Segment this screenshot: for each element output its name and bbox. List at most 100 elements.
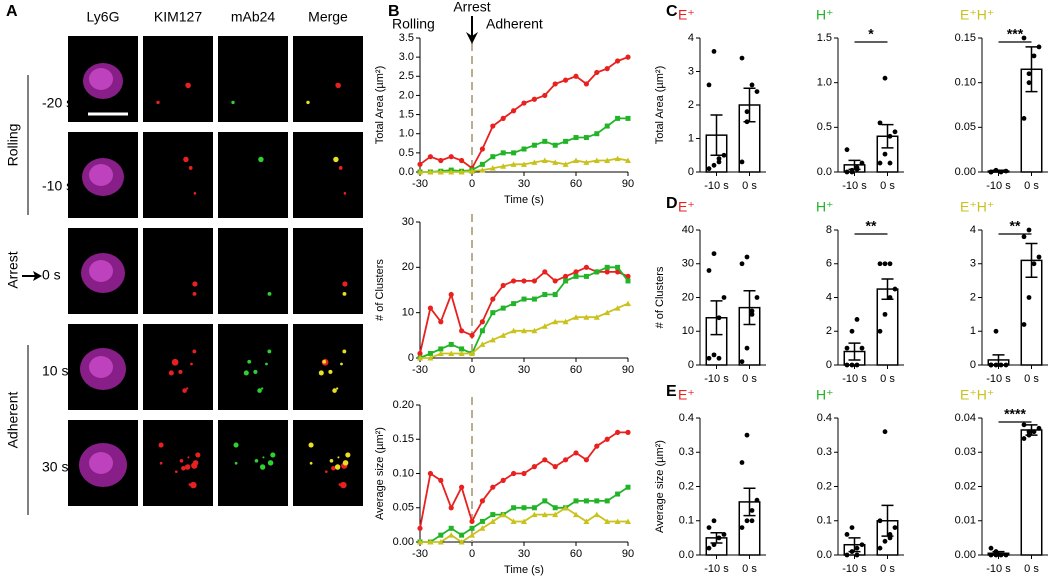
data-point [993,328,999,334]
point [500,332,507,338]
x-tick-label: -30 [412,548,428,560]
point [552,464,558,470]
data-point [1021,234,1027,240]
point [593,157,600,164]
panel-title: H⁺ [816,7,834,23]
point [531,96,538,102]
point [563,278,569,284]
y-tick-label: 0.5 [817,121,832,133]
x-tick-label: 0 s [1024,180,1039,192]
point [427,355,434,361]
point [573,273,579,279]
point [604,157,611,164]
cluster-spot [336,387,339,390]
data-point [711,518,717,524]
error-bar [881,123,894,149]
point [521,505,527,511]
point [531,296,537,302]
y-tick-label: 0.01 [955,515,976,527]
significance: **** [1004,406,1026,422]
time-label: 10 s [42,363,68,379]
point [489,165,496,171]
column-header: KIM127 [154,9,202,25]
y-tick-label: 0.00 [955,549,976,561]
point [604,264,610,270]
data-point [993,362,999,368]
point [437,169,444,175]
data-point [1026,429,1032,435]
micrograph [218,132,288,218]
cluster-spot [342,281,348,287]
data-point [706,545,712,551]
point [448,350,455,356]
data-point [993,549,999,554]
cluster-spot [190,481,197,489]
data-point [844,552,850,558]
point [459,484,465,490]
point [438,157,444,164]
x-tick-label: 0 s [880,373,895,385]
cluster-spot [333,156,339,163]
point [448,169,455,175]
data-point [744,345,750,351]
data-point [1026,295,1032,300]
cluster-spot [192,460,199,466]
panel-label: C [666,3,678,20]
cluster-spot [257,388,262,393]
data-point [754,295,760,300]
x-tick-label: 0 s [880,180,895,192]
panel-title: E⁺H⁺ [960,199,994,215]
point [458,350,465,356]
point [427,470,433,477]
data-point [706,82,712,88]
data-point [1026,71,1032,77]
point [448,505,454,511]
point [583,518,590,524]
data-point [739,261,745,267]
data-point [1026,432,1032,438]
cluster-spot [195,452,201,458]
y-tick-label: 0.2 [679,480,694,492]
micrograph [218,228,288,314]
point [459,346,465,352]
cluster-spot [253,369,258,374]
cluster-spot [192,291,197,296]
data-point [854,545,860,551]
point [552,511,559,518]
data-point [849,169,855,175]
y-tick-label: 30 [682,258,694,270]
x-axis-label: Time (s) [504,194,544,206]
data-point [988,545,994,551]
panel-label: D [666,195,678,212]
point [583,81,590,87]
point [417,539,423,545]
micrograph [143,132,213,218]
arrowhead [466,32,478,44]
point [479,319,485,325]
error-bar [743,290,756,326]
point [625,278,631,284]
x-tick-label: -10 s [986,373,1011,385]
point [615,491,621,497]
micrograph [218,420,288,506]
point [583,314,590,320]
y-tick-label: 3 [688,65,694,77]
panel-title: E⁺ [678,199,695,215]
point [479,328,485,334]
cluster-spot [334,464,341,470]
panel-label: B [388,3,400,20]
cluster-spot [342,460,349,466]
x-tick-label: 0 s [742,373,757,385]
data-point [993,552,999,558]
y-tick-label: 0.0 [817,166,832,178]
cluster-spot [254,458,259,463]
point [531,505,537,511]
data-point [716,315,722,321]
data-point [744,254,750,260]
x-tick-label: 30 [518,364,530,376]
point [521,146,527,152]
data-point [721,152,727,158]
y-tick-label: 2 [826,325,832,337]
panel-title: H⁺ [816,199,834,215]
data-point [749,308,755,314]
